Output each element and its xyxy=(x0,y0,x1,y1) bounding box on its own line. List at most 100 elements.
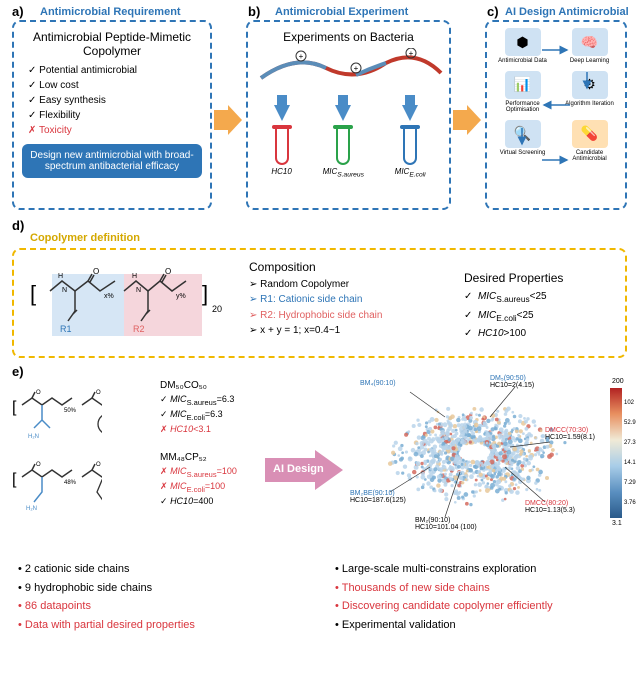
cb-t: 52.9 xyxy=(624,420,636,426)
tube: HC10 xyxy=(271,95,291,179)
item-a: Flexibility xyxy=(28,108,202,123)
svg-text:20: 20 xyxy=(212,304,222,314)
bullet: Large-scale multi-constrains exploration xyxy=(335,560,553,579)
prop: ✓ MICS.aureus=6.3 xyxy=(160,393,234,408)
svg-text:R2: R2 xyxy=(133,324,145,334)
tube: MICE.coli xyxy=(395,95,426,179)
svg-text:O: O xyxy=(165,267,171,276)
svg-text:O: O xyxy=(96,462,101,468)
svg-text:+: + xyxy=(409,49,414,58)
panel-c: ⬢Antimicrobial Data 🧠Deep Learning 📊Perf… xyxy=(485,20,627,210)
svg-text:R1: R1 xyxy=(60,324,72,334)
heading-b: Experiments on Bacteria xyxy=(256,30,441,44)
title-d: Copolymer definition xyxy=(30,232,140,244)
design-box: Design new antimicrobial with broad-spec… xyxy=(22,144,202,178)
callout: BM₂(90:10)HC10=101.04 (100) xyxy=(415,517,477,531)
prop: ✓ MICE.coli=6.3 xyxy=(160,408,234,423)
icon-cell: 💊Candidate Antimicrobial xyxy=(560,120,619,163)
composition: Composition Random Copolymer R1: Cationi… xyxy=(249,258,382,339)
svg-text:N: N xyxy=(136,287,141,294)
callout: BM₂BE(90:10)HC10=187.6(125) xyxy=(350,490,406,504)
comp-item: Random Copolymer xyxy=(249,277,382,293)
cb-t: 3.76 xyxy=(624,500,636,506)
cb-t: 14.1 xyxy=(624,460,636,466)
icon-label: Algorithm Iteration xyxy=(565,101,614,108)
prop-item: ✓ HC10>100 xyxy=(464,325,563,342)
label-e: e) xyxy=(12,364,24,379)
cb-min: 3.1 xyxy=(612,520,622,527)
right-bullets: Large-scale multi-constrains exploration… xyxy=(335,560,553,635)
callout: DMCC(80:20)HC10=1.13(5.3) xyxy=(525,500,575,514)
colorbar xyxy=(610,388,622,518)
arrow-ab xyxy=(214,105,244,138)
struct-name: MM₄₈CP₅₂ xyxy=(160,450,237,465)
icon-grid: ⬢Antimicrobial Data 🧠Deep Learning 📊Perf… xyxy=(493,28,619,163)
desired-props: Desired Properties ✓ MICS.aureus<25 ✓ MI… xyxy=(464,268,563,342)
struct-name: DM₅₀CO₅₀ xyxy=(160,378,234,393)
bullet: 9 hydrophobic side chains xyxy=(18,579,195,598)
panel-b: Experiments on Bacteria + + + HC10 MICS.… xyxy=(246,20,451,210)
icon-cell: 📊Performance Optimisation xyxy=(493,71,552,114)
bullet: Experimental validation xyxy=(335,616,553,635)
svg-text:+: + xyxy=(354,64,359,73)
svg-text:+: + xyxy=(299,52,304,61)
comp-item: x + y = 1; x=0.4~1 xyxy=(249,323,382,339)
list-a: Potential antimicrobial Low cost Easy sy… xyxy=(22,63,202,138)
svg-text:O: O xyxy=(36,462,41,468)
struct-2: [ O H₂N 48% O 52% ]20 xyxy=(12,452,102,515)
icon-cell: ⬢Antimicrobial Data xyxy=(493,28,552,65)
tube-sub: S.aureus xyxy=(337,172,364,179)
prop: ✗ MICE.coli=100 xyxy=(160,480,237,495)
callout: DMCC(70:30)HC10=1.59(8.1) xyxy=(545,427,595,441)
icon-cell: ⚙Algorithm Iteration xyxy=(560,71,619,114)
tube: MICS.aureus xyxy=(323,95,364,179)
svg-text:]: ] xyxy=(202,281,208,306)
icon-label: Virtual Screening xyxy=(500,150,546,157)
svg-text:H: H xyxy=(58,273,63,280)
icon-cell: 🔍Virtual Screening xyxy=(493,120,552,163)
svg-text:x%: x% xyxy=(104,293,114,300)
struct2-props: MM₄₈CP₅₂ ✗ MICS.aureus=100 ✗ MICE.coli=1… xyxy=(160,450,237,509)
svg-text:N: N xyxy=(62,287,67,294)
bullet: Discovering candidate copolymer efficien… xyxy=(335,597,553,616)
item-a: Potential antimicrobial xyxy=(28,63,202,78)
svg-text:y%: y% xyxy=(176,293,186,300)
panel-d: [ HN O R1 x% HN O R2 y% ] 20 Composition… xyxy=(12,248,627,358)
svg-text:O: O xyxy=(93,267,99,276)
title-c: AI Design Antimicrobial xyxy=(505,6,629,18)
embedding-plot: BM₄(90:10) DM₅(90:50)HC10=2(4.15) DMCC(7… xyxy=(350,372,600,537)
svg-text:48%: 48% xyxy=(64,480,77,486)
cb-t: 27.3 xyxy=(624,440,636,446)
cb-t: 102 xyxy=(624,400,634,406)
tubes: HC10 MICS.aureus MICE.coli xyxy=(256,95,441,179)
comp-item: R2: Hydrophobic side chain xyxy=(249,308,382,324)
props-title: Desired Properties xyxy=(464,268,563,288)
ai-design-arrow: AI Design xyxy=(265,450,345,493)
chem-sketch: [ O H₂N 50% O 50% ]20 xyxy=(12,380,102,440)
label-a: a) xyxy=(12,4,24,19)
prop: ✗ HC10<3.1 xyxy=(160,423,234,437)
svg-text:[: [ xyxy=(12,471,17,488)
label-d: d) xyxy=(12,218,24,233)
tube-label: HC10 xyxy=(271,167,291,176)
tube-sub: E.coli xyxy=(409,172,425,179)
cb-t: 7.29 xyxy=(624,480,636,486)
left-bullets: 2 cationic side chains 9 hydrophobic sid… xyxy=(18,560,195,635)
svg-text:H₂N: H₂N xyxy=(26,506,37,512)
svg-text:O: O xyxy=(36,390,41,396)
heading-a: Antimicrobial Peptide-Mimetic Copolymer xyxy=(22,30,202,59)
icon-label: Performance Optimisation xyxy=(493,101,552,114)
title-b: Antimicrobial Experiment xyxy=(275,6,408,18)
bullet: 2 cationic side chains xyxy=(18,560,195,579)
svg-text:[: [ xyxy=(12,399,17,416)
chem-sketch: [ O H₂N 48% O 52% ]20 xyxy=(12,452,102,512)
panel-a: Antimicrobial Peptide-Mimetic Copolymer … xyxy=(12,20,212,210)
title-a: Antimicrobial Requirement xyxy=(40,6,181,18)
label-b: b) xyxy=(248,4,260,19)
prop-item: ✓ MICS.aureus<25 xyxy=(464,288,563,306)
svg-text:H: H xyxy=(132,273,137,280)
comp-item: R1: Cationic side chain xyxy=(249,292,382,308)
prop-item: ✓ MICE.coli<25 xyxy=(464,307,563,325)
svg-text:50%: 50% xyxy=(64,408,77,414)
callout: DM₅(90:50)HC10=2(4.15) xyxy=(490,375,534,389)
